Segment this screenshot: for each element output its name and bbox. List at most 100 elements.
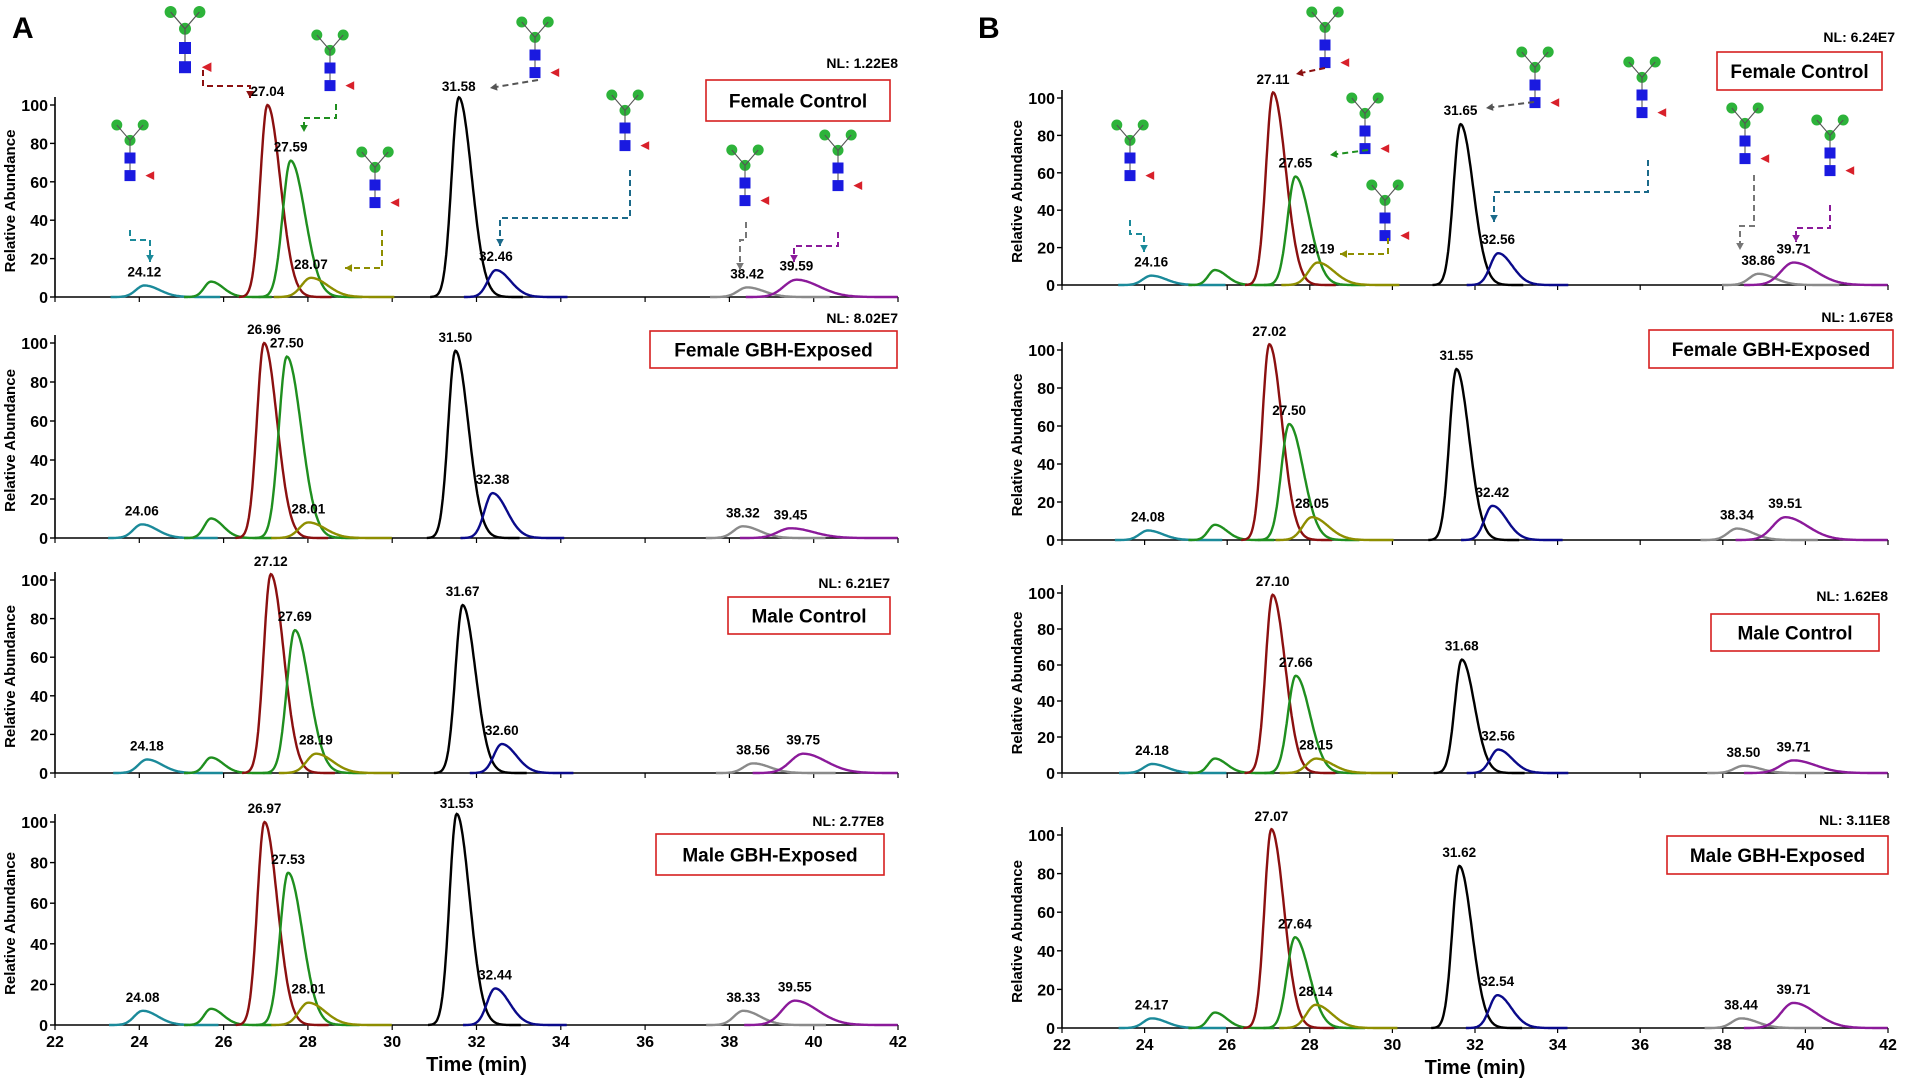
peak-label: 32.60 xyxy=(485,723,519,738)
peak-label: 39.51 xyxy=(1768,496,1802,511)
x-tick-label: 36 xyxy=(636,1034,654,1051)
peak-label: 32.56 xyxy=(1481,232,1515,247)
arrow-head xyxy=(345,264,353,272)
condition-box xyxy=(1716,51,1883,91)
y-tick-label: 80 xyxy=(1037,381,1055,398)
glcnac-symbol xyxy=(1636,89,1648,101)
peak-trace xyxy=(235,820,329,1027)
x-tick-label: 42 xyxy=(889,1034,907,1051)
glcnac-symbol xyxy=(1824,147,1836,159)
fucose-symbol xyxy=(640,141,650,150)
peak-label: 27.66 xyxy=(1279,655,1313,670)
fucose-symbol xyxy=(1845,166,1855,175)
glycan-39-59 xyxy=(819,129,863,192)
peak-label: 39.71 xyxy=(1777,982,1811,997)
glycan-38-42 xyxy=(726,144,770,207)
glycan-bond xyxy=(1324,11,1339,28)
glcnac-symbol xyxy=(1359,125,1371,137)
peak-trace xyxy=(752,752,898,775)
y-tick-label: 100 xyxy=(21,815,48,832)
y-tick-label: 0 xyxy=(1046,533,1055,550)
glycan-bond xyxy=(744,149,759,166)
y-tick-label: 80 xyxy=(1037,128,1055,145)
fucose-symbol xyxy=(550,68,560,77)
peak-trace xyxy=(1264,674,1366,775)
nl-label: NL: 6.21E7 xyxy=(818,575,890,591)
y-tick-label: 20 xyxy=(30,727,48,744)
peak-trace xyxy=(109,1009,219,1027)
peak-trace xyxy=(1188,268,1275,287)
peak-label: 27.64 xyxy=(1278,916,1312,931)
y-tick-label: 20 xyxy=(1037,730,1055,747)
dashed-arrow xyxy=(202,70,251,98)
peak-trace xyxy=(1461,504,1563,542)
peak-trace xyxy=(1743,1001,1888,1030)
peak-label: 32.46 xyxy=(479,249,513,264)
nl-label: NL: 1.67E8 xyxy=(1821,309,1893,325)
y-tick-label: 0 xyxy=(1046,766,1055,783)
glycan-32-56 xyxy=(1623,56,1667,119)
glycan-bond xyxy=(374,151,389,168)
x-tick-label: 32 xyxy=(468,1034,486,1051)
glycan-bond xyxy=(521,21,536,38)
peak-label: 27.10 xyxy=(1256,574,1290,589)
peak-trace xyxy=(1700,527,1818,542)
peak-label: 28.19 xyxy=(299,733,333,748)
glcnac-symbol xyxy=(1379,212,1391,224)
fucose-symbol xyxy=(1657,108,1667,117)
dashed-arrow xyxy=(489,79,539,89)
peak-trace xyxy=(1743,261,1888,287)
peak-trace xyxy=(1432,122,1524,287)
condition-label: Female GBH-Exposed xyxy=(1672,340,1871,361)
peak-label: 27.11 xyxy=(1257,72,1291,87)
dashed-arrow xyxy=(1485,101,1535,109)
condition-label: Male Control xyxy=(751,607,866,628)
glycan-bond xyxy=(1628,61,1643,78)
glcnac-symbol xyxy=(739,177,751,189)
peak-label: 32.44 xyxy=(478,967,512,982)
glcnac-symbol xyxy=(179,42,191,54)
nl-label: NL: 8.02E7 xyxy=(826,310,898,326)
peak-label: 24.06 xyxy=(125,503,159,518)
peak-label: 31.55 xyxy=(1440,348,1474,363)
peak-trace xyxy=(463,268,568,299)
glcnac-symbol xyxy=(369,197,381,209)
peak-label: 39.71 xyxy=(1777,739,1811,754)
glcnac-symbol xyxy=(124,170,136,182)
peak-trace xyxy=(1241,342,1333,542)
peak-trace xyxy=(1704,1017,1822,1030)
peak-label: 31.68 xyxy=(1445,639,1479,654)
y-axis-label: Relative Abundance xyxy=(2,369,19,512)
y-tick-label: 60 xyxy=(1037,905,1055,922)
peak-trace xyxy=(184,517,272,540)
y-axis-label: Relative Abundance xyxy=(2,852,19,995)
y-tick-label: 60 xyxy=(1037,166,1055,183)
peak-label: 38.50 xyxy=(1727,745,1761,760)
peak-label: 27.65 xyxy=(1278,156,1312,171)
glycan-bond xyxy=(1731,107,1746,124)
y-tick-label: 0 xyxy=(39,290,48,307)
glycan-39-71 xyxy=(1811,114,1855,177)
glcnac-symbol xyxy=(369,179,381,191)
condition-box xyxy=(705,79,891,122)
peak-trace xyxy=(433,603,527,775)
peak-label: 28.05 xyxy=(1295,496,1329,511)
glcnac-symbol xyxy=(619,122,631,134)
glcnac-symbol xyxy=(1636,107,1648,119)
peak-label: 38.86 xyxy=(1741,253,1775,268)
peak-trace xyxy=(1245,90,1336,287)
y-tick-label: 40 xyxy=(30,213,48,230)
y-tick-label: 40 xyxy=(1037,203,1055,220)
glcnac-symbol xyxy=(1529,97,1541,109)
peak-label: 39.45 xyxy=(774,507,808,522)
condition-label: Female Control xyxy=(729,92,867,113)
x-tick-label: 26 xyxy=(1218,1037,1236,1054)
glcnac-symbol xyxy=(832,180,844,192)
x-axis-label: Time (min) xyxy=(1425,1057,1526,1079)
y-tick-label: 0 xyxy=(1046,1021,1055,1038)
glycan-bond xyxy=(611,94,626,111)
glcnac-symbol xyxy=(1359,143,1371,155)
peak-trace xyxy=(1188,757,1275,775)
peak-trace xyxy=(428,812,521,1027)
